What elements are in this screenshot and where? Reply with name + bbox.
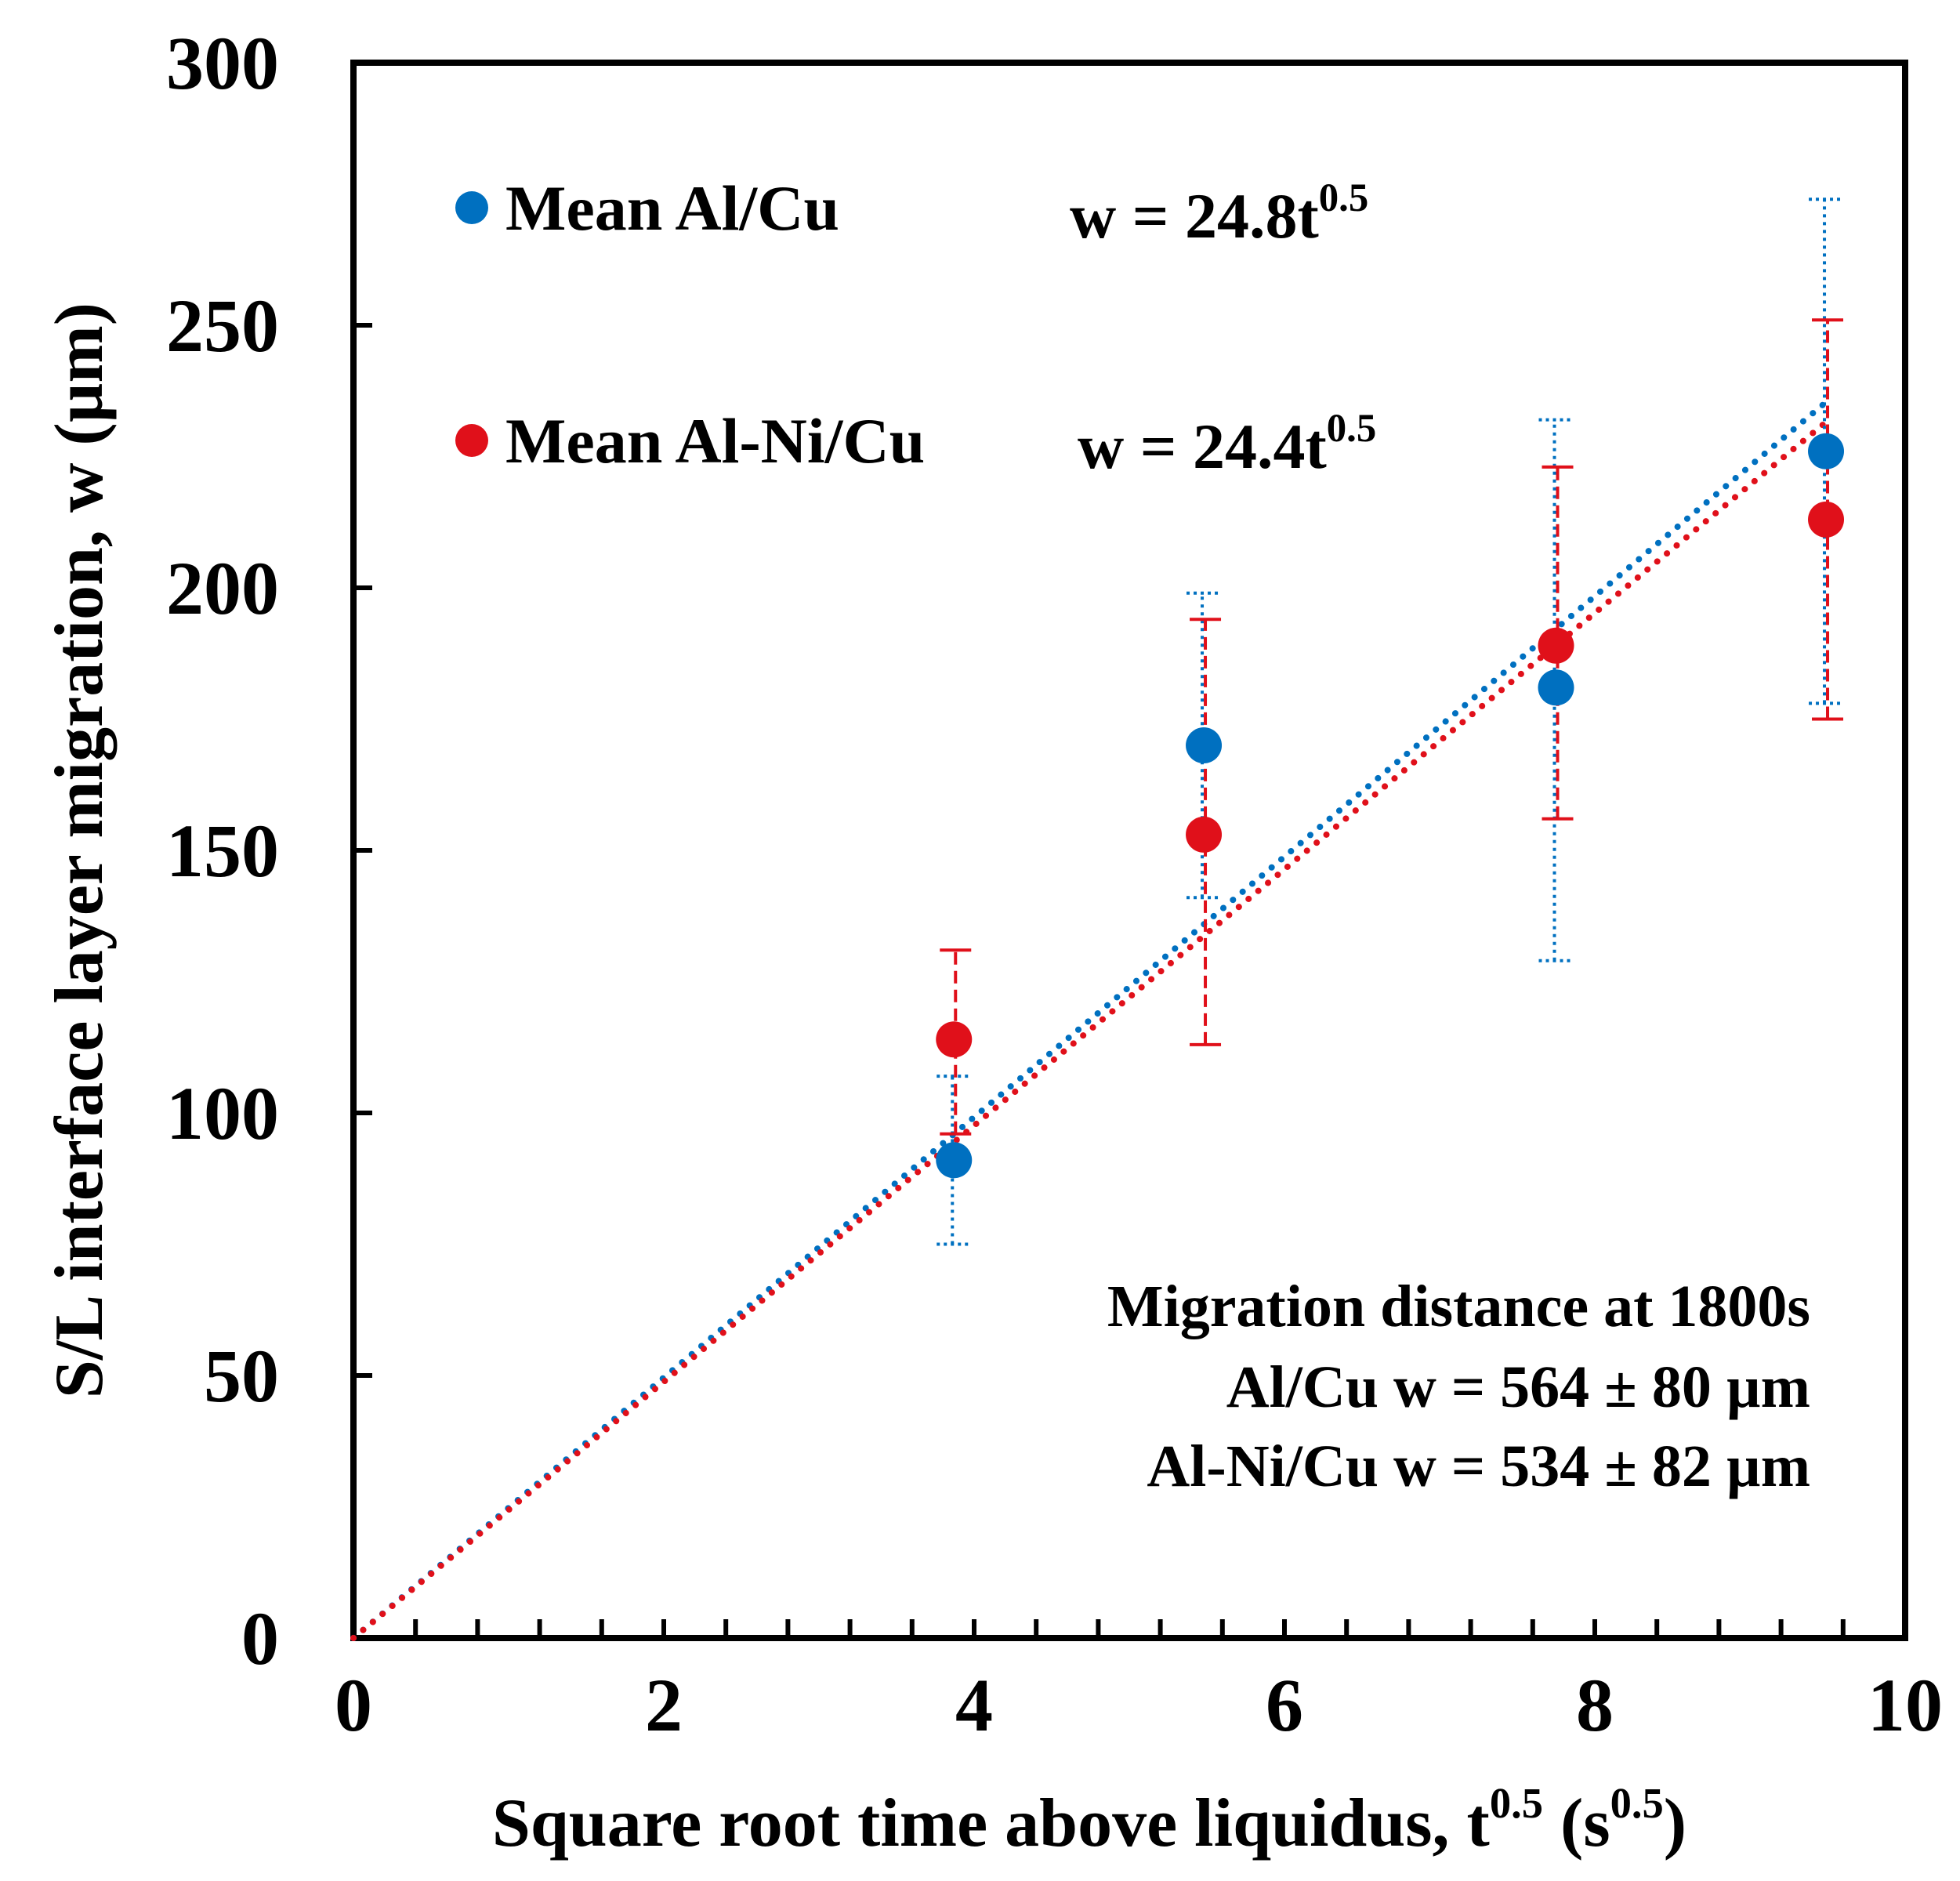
annotation-line-1: Migration distance at 1800s [1107, 1274, 1810, 1339]
fit-line-0 [350, 399, 1830, 1641]
data-point-s0-3 [1808, 433, 1845, 469]
annotation-box: Migration distance at 1800s Al/Cu w = 56… [1107, 1274, 1810, 1499]
error-bars [937, 198, 1844, 1246]
legend: Mean Al/Cu w = 24.8t0.5 Mean Al-Ni/Cu w … [455, 172, 1376, 482]
legend-label-alcu: Mean Al/Cu [505, 172, 839, 244]
legend-label-alnicu: Mean Al-Ni/Cu [505, 405, 925, 477]
x-tick-label-8: 8 [1576, 1663, 1614, 1747]
y-tick-label-100: 100 [166, 1071, 279, 1155]
y-tick-label-0: 0 [241, 1596, 279, 1680]
fit-equation-alnicu: w = 24.4t0.5 [1078, 406, 1376, 482]
x-tick-label-2: 2 [645, 1663, 683, 1747]
fit-equation-alcu: w = 24.8t0.5 [1070, 176, 1368, 252]
y-tick-label-300: 300 [166, 21, 279, 105]
x-tick-label-4: 4 [955, 1663, 993, 1747]
y-tick-label-150: 150 [166, 809, 279, 893]
data-point-s1-3 [1808, 501, 1845, 538]
data-point-s1-1 [1186, 816, 1223, 853]
annotation-line-2: Al/Cu w = 564 ± 80 µm [1226, 1354, 1810, 1420]
fit-line-1 [350, 419, 1830, 1641]
data-point-s1-0 [936, 1021, 973, 1058]
data-point-s0-0 [936, 1142, 973, 1179]
legend-marker-alnicu [455, 424, 488, 457]
y-tick-label-50: 50 [204, 1334, 279, 1418]
data-point-s1-2 [1538, 627, 1574, 664]
fit-lines [350, 399, 1830, 1641]
data-point-s0-2 [1538, 669, 1574, 706]
y-tick-label-200: 200 [166, 546, 279, 630]
tick-marks [353, 323, 1846, 1638]
y-axis-title: S/L interface layer migration, w (µm) [42, 303, 118, 1398]
legend-marker-alcu [455, 191, 488, 224]
x-tick-label-6: 6 [1266, 1663, 1303, 1747]
data-points [936, 433, 1845, 1179]
data-point-s0-1 [1186, 727, 1223, 763]
x-tick-label-10: 10 [1868, 1663, 1943, 1747]
y-tick-label-250: 250 [166, 284, 279, 368]
tick-labels: 0 50 100 150 200 250 300 0 2 4 6 8 10 [166, 21, 1943, 1747]
annotation-line-3: Al-Ni/Cu w = 534 ± 82 µm [1147, 1433, 1810, 1499]
x-axis-title: Square root time above liquidus, t0.5 (s… [492, 1779, 1686, 1861]
x-tick-label-0: 0 [335, 1663, 372, 1747]
